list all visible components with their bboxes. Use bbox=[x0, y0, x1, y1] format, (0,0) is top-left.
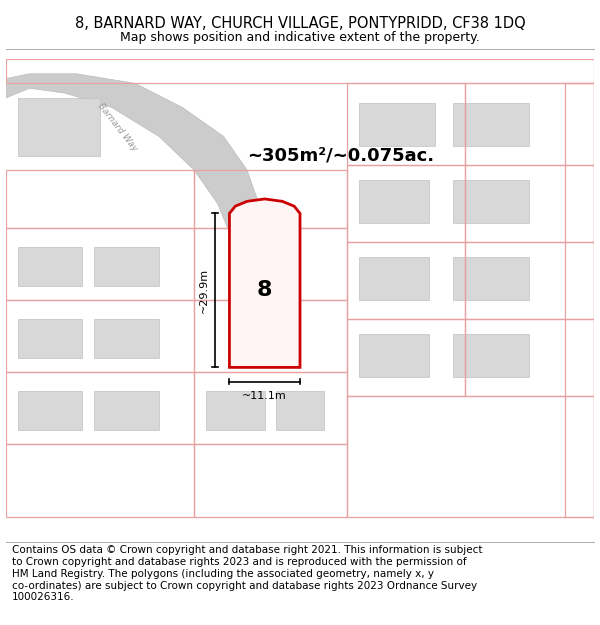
Text: ~29.9m: ~29.9m bbox=[199, 268, 209, 313]
Text: 8, BARNARD WAY, CHURCH VILLAGE, PONTYPRIDD, CF38 1DQ: 8, BARNARD WAY, CHURCH VILLAGE, PONTYPRI… bbox=[74, 16, 526, 31]
Bar bbox=[18, 98, 100, 156]
Bar bbox=[359, 102, 435, 146]
Text: ~11.1m: ~11.1m bbox=[242, 391, 287, 401]
Text: ~305m²/~0.075ac.: ~305m²/~0.075ac. bbox=[248, 147, 435, 164]
Bar bbox=[359, 257, 430, 300]
Text: Barnard Way: Barnard Way bbox=[96, 101, 139, 152]
Text: Map shows position and indicative extent of the property.: Map shows position and indicative extent… bbox=[120, 31, 480, 44]
Bar bbox=[453, 334, 529, 377]
Bar bbox=[453, 180, 529, 223]
Polygon shape bbox=[6, 74, 265, 252]
Bar bbox=[453, 102, 529, 146]
Bar bbox=[277, 391, 323, 430]
Bar bbox=[94, 391, 159, 430]
Bar bbox=[359, 334, 430, 377]
Bar bbox=[18, 391, 82, 430]
Bar bbox=[206, 391, 265, 430]
Bar bbox=[18, 319, 82, 357]
Bar bbox=[94, 247, 159, 286]
Bar bbox=[359, 180, 430, 223]
Text: to Crown copyright and database rights 2023 and is reproduced with the permissio: to Crown copyright and database rights 2… bbox=[12, 557, 467, 567]
Bar bbox=[453, 257, 529, 300]
Text: HM Land Registry. The polygons (including the associated geometry, namely x, y: HM Land Registry. The polygons (includin… bbox=[12, 569, 434, 579]
Ellipse shape bbox=[229, 240, 300, 283]
Polygon shape bbox=[229, 199, 300, 368]
Text: 100026316.: 100026316. bbox=[12, 592, 74, 602]
Text: Contains OS data © Crown copyright and database right 2021. This information is : Contains OS data © Crown copyright and d… bbox=[12, 545, 482, 555]
Text: co-ordinates) are subject to Crown copyright and database rights 2023 Ordnance S: co-ordinates) are subject to Crown copyr… bbox=[12, 581, 477, 591]
Text: 8: 8 bbox=[257, 281, 272, 301]
Bar bbox=[94, 319, 159, 357]
Bar bbox=[18, 247, 82, 286]
